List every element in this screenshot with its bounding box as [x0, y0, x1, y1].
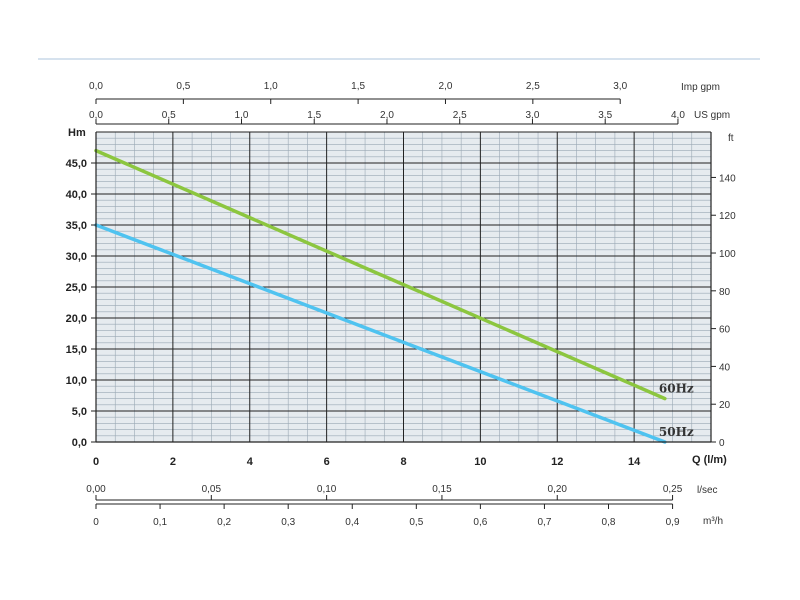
y-tick-label: 45,0	[66, 158, 87, 170]
secondary-tick-label: 1,0	[264, 81, 278, 92]
x-tick-label: 10	[474, 456, 486, 468]
x-tick-label: 4	[247, 456, 254, 468]
secondary-tick-label: 0,0	[89, 81, 103, 92]
secondary-tick-label: 3,0	[526, 110, 540, 121]
secondary-tick-label: 0,20	[548, 484, 568, 495]
y-tick-label: 25,0	[66, 282, 87, 294]
secondary-tick-label: 0,05	[202, 484, 222, 495]
l-sec-unit-label: l/sec	[697, 485, 718, 496]
ft-tick-label: 20	[719, 400, 731, 411]
secondary-tick-label: 0,7	[537, 517, 551, 528]
series-line-50hz	[94, 223, 667, 444]
ft-tick-label: 40	[719, 362, 731, 373]
ft-axis-title: ft	[728, 133, 734, 144]
secondary-tick-label: 1,5	[351, 81, 365, 92]
x-axis-title: Q (l/m)	[692, 454, 727, 466]
secondary-tick-label: 0,00	[86, 484, 106, 495]
ft-tick-label: 0	[719, 438, 725, 449]
secondary-tick-label: 0,3	[281, 517, 295, 528]
secondary-tick-label: 2,5	[453, 110, 467, 121]
m3h-axis: 0 0,1 0,2 0,3 0,4 0,5 0,6 0,7 0,8 0,9 m³/h	[93, 503, 723, 528]
secondary-tick-label: 0,1	[153, 517, 167, 528]
secondary-tick-label: 0,5	[409, 517, 423, 528]
x-tick-label: 12	[551, 456, 563, 468]
x-tick-label: 14	[628, 456, 641, 468]
secondary-tick-label: 1,5	[307, 110, 321, 121]
y-axis-left: 0,0 5,0 10,0 15,0 20,0 25,0 30,0 35,0 40,0 45,0 Hm	[66, 127, 97, 449]
imp-gpm-unit-label: Imp gpm	[681, 82, 720, 93]
secondary-tick-label: 0	[93, 517, 99, 528]
y-axis-title: Hm	[68, 127, 86, 139]
x-tick-label: 6	[324, 456, 330, 468]
x-tick-label: 2	[170, 456, 176, 468]
x-tick-label: 8	[400, 456, 406, 468]
ft-tick-label: 60	[719, 325, 731, 336]
y-tick-label: 15,0	[66, 344, 87, 356]
l-sec-axis: 0,00 0,05 0,10 0,15 0,20 0,25 l/sec	[86, 484, 718, 501]
secondary-tick-label: 0,6	[473, 517, 487, 528]
y-tick-label: 10,0	[66, 375, 87, 387]
ft-tick-label: 80	[719, 287, 731, 298]
secondary-tick-label: 0,0	[89, 110, 103, 121]
y-tick-label: 0,0	[72, 437, 87, 449]
series-layer: 60Hz 50Hz	[94, 148, 694, 444]
secondary-tick-label: 0,2	[217, 517, 231, 528]
secondary-tick-label: 0,4	[345, 517, 359, 528]
secondary-tick-label: 2,0	[380, 110, 394, 121]
secondary-tick-label: 0,9	[666, 517, 680, 528]
secondary-tick-label: 3,0	[613, 81, 627, 92]
secondary-tick-label: 0,10	[317, 484, 337, 495]
x-tick-label: 0	[93, 456, 99, 468]
imp-gpm-axis: 0,0 0,5 1,0 1,5 2,0 2,5 3,0 Imp gpm	[89, 81, 720, 104]
y-tick-label: 40,0	[66, 189, 87, 201]
plot-area: 60Hz 50Hz	[94, 131, 712, 444]
series-line-60hz	[94, 148, 667, 401]
secondary-tick-label: 0,5	[162, 110, 176, 121]
ft-tick-label: 140	[719, 173, 736, 184]
x-axis-main: 0 2 4 6 8 10 12 14 Q (l/m)	[93, 441, 727, 468]
y-tick-label: 20,0	[66, 313, 87, 325]
secondary-tick-label: 1,0	[235, 110, 249, 121]
m-h-unit-label: m³/h	[703, 516, 723, 527]
secondary-tick-label: 0,5	[176, 81, 190, 92]
y-tick-label: 30,0	[66, 251, 87, 263]
y-tick-label: 5,0	[72, 406, 87, 418]
y-axis-right: 0 20 40 60 80 100 120 140 ft	[710, 132, 736, 449]
us-gpm-unit-label: US gpm	[694, 110, 730, 121]
secondary-tick-label: 2,0	[439, 81, 453, 92]
series-label-60hz: 60Hz	[659, 382, 694, 396]
series-label-50hz: 50Hz	[659, 425, 694, 439]
secondary-tick-label: 4,0	[671, 110, 685, 121]
secondary-tick-label: 2,5	[526, 81, 540, 92]
secondary-tick-label: 0,15	[432, 484, 452, 495]
us-gpm-axis: 0,0 0,5 1,0 1,5 2,0 2,5 3,0 3,5 4,0 US gpm	[89, 110, 730, 125]
secondary-tick-label: 0,8	[602, 517, 616, 528]
ft-tick-label: 120	[719, 211, 736, 222]
y-tick-label: 35,0	[66, 220, 87, 232]
secondary-tick-label: 0,25	[663, 484, 683, 495]
secondary-tick-label: 3,5	[598, 110, 612, 121]
ft-tick-label: 100	[719, 249, 736, 260]
